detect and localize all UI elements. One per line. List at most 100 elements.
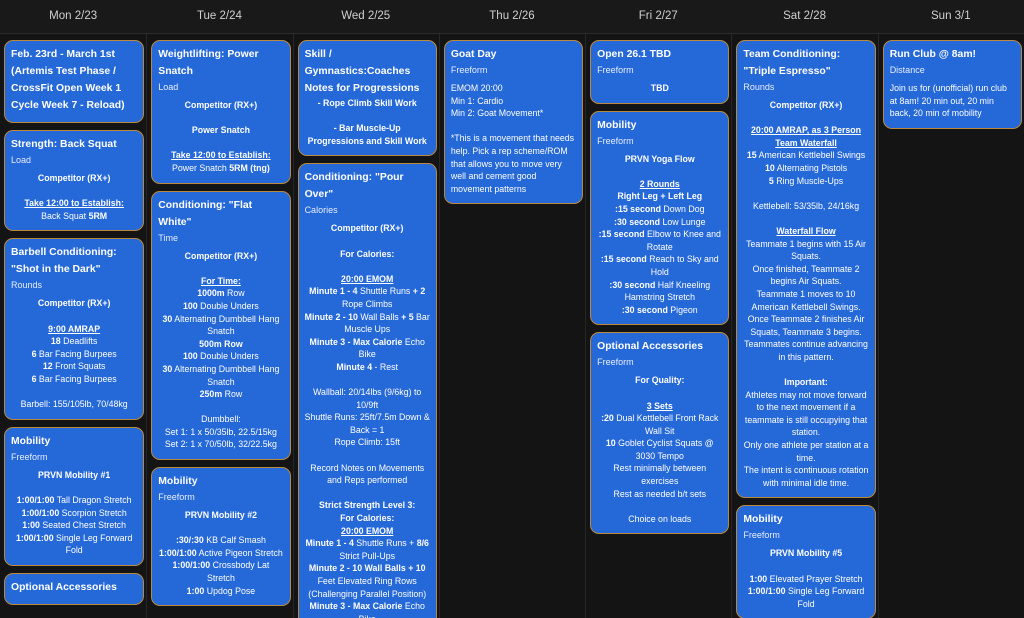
workout-card[interactable]: Optional Accessories (4, 572, 145, 605)
body-line (11, 481, 137, 494)
body-line: 1:00 Elevated Prayer Stretch (743, 573, 868, 586)
body-line (743, 363, 868, 376)
body-line: Waterfall Flow (743, 225, 868, 238)
body-line: 20:00 EMOM (305, 273, 430, 286)
body-line: For Time: (158, 275, 283, 288)
workout-card[interactable]: Weightlifting: Power Snatch Load Competito… (151, 40, 291, 184)
body-line (743, 212, 868, 225)
body-line (11, 386, 137, 399)
card-title: Mobility (11, 435, 51, 447)
body-text-bold: 1:00/1:00 (747, 586, 786, 597)
body-line (743, 187, 868, 200)
body-line: :15 second Elbow to Knee and Rotate (597, 228, 722, 253)
card-title: Optional Accessories (597, 341, 703, 353)
body-line: 1:00/1:00 Tall Dragon Stretch (11, 494, 137, 507)
body-text: Down Dog (660, 203, 705, 214)
body-line: 10 Alternating Pistols (743, 162, 868, 175)
body-line: :30 second Low Lunge (597, 216, 722, 229)
card-subtitle: Freeform (597, 65, 634, 75)
body-text-bold: 10 (605, 438, 616, 449)
workout-card[interactable]: Feb. 23rd - March 1st (Artemis Test Phas… (4, 40, 145, 123)
day-header: Fri 2/27 (638, 10, 678, 22)
card-title: Conditioning: "Pour Over" (304, 172, 404, 201)
day-column: Skill / Gymnastics:Coaches Notes for Pro… (292, 34, 439, 618)
body-text-bold: Right Leg + Left Leg (617, 191, 703, 202)
body-line: Rest as needed b/t sets (597, 488, 722, 501)
body-text: Single Leg Forward Fold (785, 586, 865, 609)
body-text-bold: 1:00/1:00 (16, 494, 55, 505)
card-title: Team Conditioning: "Triple Espresso" (743, 49, 841, 77)
workout-card[interactable]: Optional Accessories Freeform For Quality:… (590, 332, 730, 535)
body-text: Bar Facing Burpees (36, 373, 117, 384)
workout-card[interactable]: Conditioning: "Flat White" Time Competitor… (151, 190, 291, 461)
body-text: Rest minimally between exercises (613, 463, 707, 487)
body-heading-underlined: Take 12:00 to Establish: (24, 198, 124, 209)
body-line: Choice on loads (597, 513, 722, 526)
workout-card[interactable]: Mobility Freeform PRVN Mobility #1 1:00/1:0… (4, 426, 145, 566)
body-line: :15 second Reach to Sky and Hold (597, 253, 722, 278)
body-text-bold: Minute 2 - 10 (304, 311, 358, 322)
body-line: 12 Front Squats (11, 360, 137, 373)
body-text: Rope Climbs (342, 298, 393, 309)
body-text-bold: Competitor (RX+) (37, 298, 111, 309)
body-text-bold: 10 (764, 162, 775, 173)
body-text: Teammate 1 moves to 10 American Kettlebe… (751, 288, 861, 312)
body-line: Minute 4 - Rest (305, 361, 430, 374)
card-body: For Quality: 3 Sets:20 Dual Kettlebell Fr… (597, 374, 722, 525)
body-line (158, 112, 283, 125)
body-text-bold: :15 second (600, 254, 647, 265)
body-line (11, 310, 137, 323)
body-text: Bar Muscle Ups (344, 311, 430, 335)
card-title: Mobility (743, 514, 783, 526)
card-body: EMOM 20:00 Min 1: Cardio Min 2: Goat Movem… (451, 82, 576, 195)
body-text: Front Squats (52, 361, 106, 372)
body-text-bold: + 2 (412, 286, 426, 297)
body-line: Back Squat 5RM (11, 210, 137, 223)
body-text: Ring Muscle-Ups (773, 175, 844, 186)
workout-card[interactable]: Mobility Freeform PRVN Mobility #5 1:00 Ele… (736, 505, 876, 618)
workout-card[interactable]: Mobility Freeform PRVN Yoga Flow 2 Rounds Ri… (590, 110, 730, 326)
body-line (305, 235, 430, 248)
card-body: Competitor (RX+) 9:00 AMRAP 18 Deadlifts 6 … (11, 297, 137, 410)
body-line: 15 American Kettlebell Swings (743, 149, 868, 162)
body-line (597, 165, 722, 178)
body-text: Alternating Pistols (774, 162, 848, 173)
body-text-bold: 1000m (197, 288, 225, 299)
body-text-bold: 1:00/1:00 (21, 507, 60, 518)
body-text-bold: Competitor (RX+) (769, 100, 843, 110)
body-text: Set 2: 1 x 70/50lb, 32/22.5kg (164, 439, 277, 450)
body-text: American Kettlebell Swings (756, 150, 866, 161)
body-heading-underlined: 20:00 AMRAP, as 3 Person Team Waterfall (751, 125, 862, 148)
body-line: 250m Row (158, 388, 283, 401)
workout-card[interactable]: Team Conditioning: "Triple Espresso" Roun… (736, 40, 876, 499)
body-line (743, 560, 868, 573)
body-line: Competitor (RX+) (11, 172, 137, 185)
workout-card[interactable]: Skill / Gymnastics:Coaches Notes for Pro… (297, 40, 437, 157)
workout-card[interactable]: Barbell Conditioning: "Shot in the Dark"… (4, 238, 145, 420)
card-subtitle: Rounds (743, 82, 775, 92)
body-line: :20 Dual Kettlebell Front Rack Wall Sit (597, 412, 722, 437)
card-subtitle: Freeform (11, 451, 48, 462)
card-body: Competitor (RX+) 20:00 AMRAP, as 3 Person… (743, 99, 869, 489)
body-text-bold: - Rope Climb Skill Work (317, 98, 417, 108)
card-subtitle: Freeform (597, 135, 634, 146)
workout-card[interactable]: Goat Day Freeform EMOM 20:00 Min 1: Cardio M… (443, 40, 584, 205)
body-line (597, 387, 722, 400)
body-text: Rest as needed b/t sets (613, 488, 706, 499)
body-line: Minute 2 - 10 Wall Balls + 5 Bar Muscle … (305, 311, 430, 336)
body-line: 6 Bar Facing Burpees (11, 373, 137, 386)
card-title: Mobility (597, 119, 637, 131)
body-line: Rest minimally between exercises (597, 462, 722, 487)
card-title: Barbell Conditioning: "Shot in the Dark" (11, 247, 117, 276)
workout-card[interactable]: Run Club @ 8am! Distance Join us for (unof… (882, 40, 1022, 129)
body-text: Join us for (unofficial) run club at 8am… (889, 83, 1007, 119)
workout-card[interactable]: Mobility Freeform PRVN Mobility #2:30/:30 … (151, 467, 291, 607)
body-line: PRVN Mobility #1 (11, 469, 137, 482)
body-text-bold: Minute 2 - 10 Wall Balls + 10 (308, 563, 426, 574)
day-header: Sat 2/28 (783, 10, 826, 22)
workout-card[interactable]: Strength: Back Squat Load Competitor (RX+)… (4, 130, 145, 232)
workout-card[interactable]: Conditioning: "Pour Over" Calories Competi… (297, 163, 437, 618)
workout-card[interactable]: Open 26.1 TBD Freeform TBD (590, 40, 730, 104)
day-header: Thu 2/26 (489, 10, 535, 22)
body-text-bold: PRVN Mobility #2 (184, 510, 258, 521)
